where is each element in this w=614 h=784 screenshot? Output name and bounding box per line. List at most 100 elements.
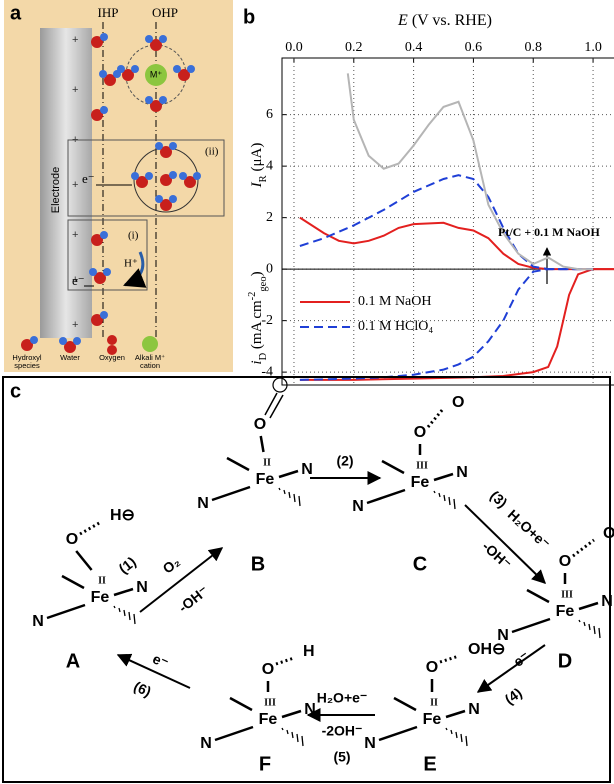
box-ii (67, 139, 225, 217)
step-number: (6) (131, 678, 153, 700)
nitrogen: N (456, 464, 468, 481)
bond (511, 617, 551, 634)
reagent: H₂O+e⁻ (317, 690, 368, 706)
cation-label: M⁺ (150, 69, 162, 79)
oxygen: O (254, 416, 266, 433)
step-number: (2) (336, 453, 353, 469)
hash-bond (450, 729, 453, 735)
bond (214, 725, 254, 742)
hash-bond (455, 731, 458, 739)
y-tick-label: 2 (266, 210, 273, 225)
hash-bond (291, 731, 294, 739)
hash-bond (598, 627, 601, 639)
oxidation-state: III (264, 697, 276, 708)
reaction-arrow (464, 504, 547, 584)
bond (378, 725, 418, 742)
plus: + (72, 319, 78, 331)
bond (113, 587, 134, 597)
y-tick-label: -4 (261, 364, 273, 379)
bond (61, 574, 85, 590)
molecule: Fe II N N O H⊖ (32, 507, 148, 630)
panel-a-background (4, 0, 233, 372)
hash-bond (133, 613, 136, 625)
bond (381, 459, 405, 475)
molecule: Fe II N N O (197, 377, 313, 512)
nitrogen: N (468, 701, 480, 718)
oxygen: O (414, 424, 426, 441)
oxidation-state: II (430, 697, 438, 708)
end-group: H⊖ (110, 507, 135, 524)
x-tick-label: 0.2 (345, 40, 363, 55)
oxidation-state: II (98, 575, 106, 586)
y-axis-title-part: D (258, 352, 269, 360)
nitrogen: N (364, 735, 376, 752)
x-tick-label: 0.8 (524, 40, 542, 55)
y-axis-title-part: I (249, 181, 265, 188)
y-axis-title-part: ) (249, 271, 265, 276)
oxygen: O (262, 661, 274, 678)
legend-label: Alkali M⁺ (135, 353, 165, 362)
panel-label: b (243, 6, 255, 28)
y-tick-label: 4 (266, 158, 273, 173)
plus: + (72, 34, 78, 46)
electron-label: e⁻ (72, 273, 85, 288)
y-axis-title-part: R (258, 175, 269, 182)
box-label: (i) (128, 230, 139, 242)
panel-label: c (10, 380, 21, 402)
hash-bond (433, 490, 436, 494)
hash-bond (438, 492, 441, 498)
metal: Fe (256, 471, 275, 488)
x-tick-label: 0.0 (285, 40, 303, 55)
hash-bond (301, 735, 304, 747)
hash-bond (465, 735, 468, 747)
x-tick-label: 0.4 (405, 40, 423, 55)
proton-label: H⁺ (124, 258, 138, 270)
ihp-label: IHP (98, 5, 119, 20)
reagent: H₂O+e⁻ (505, 506, 553, 552)
y-axis-title: iD (mA cm-2geo) (247, 271, 269, 364)
bond (269, 394, 284, 419)
oxidation-state: II (263, 457, 271, 468)
hash-bond (113, 605, 116, 609)
panel-c-frame (2, 376, 611, 783)
axes-frame (281, 57, 614, 386)
hydrogen-bond (275, 656, 295, 666)
legend-cation (142, 336, 158, 352)
plus: + (72, 84, 78, 96)
hydrogen-bond (439, 654, 460, 664)
species-label: E (423, 753, 436, 775)
cation (145, 64, 167, 86)
bond (75, 550, 93, 571)
legend-label: 0.1 M HClO₄ (358, 319, 433, 334)
plus: + (72, 229, 78, 241)
electron-label: e⁻ (82, 171, 95, 186)
atom-ring (272, 377, 288, 393)
hash-bond (453, 498, 456, 510)
oxidation-state: III (561, 589, 573, 600)
hash-bond (288, 491, 291, 499)
series-line (299, 268, 594, 381)
oxygen: O (426, 659, 438, 676)
hash-bond (128, 611, 131, 621)
x-tick-label: 0.6 (465, 40, 483, 55)
x-axis-title-part: E (397, 12, 408, 29)
end-group: OH (603, 525, 614, 542)
bond (278, 469, 299, 479)
byproduct: -2OH⁻ (322, 723, 363, 739)
legend-label: Hydroxyl (12, 353, 42, 362)
hash-bond (296, 733, 299, 743)
legend-label: Water (60, 353, 80, 362)
hash-bond (445, 727, 448, 731)
series-line (346, 73, 594, 271)
y-axis-title-part: (μA) (249, 143, 265, 176)
bond (259, 435, 265, 453)
nitrogen: N (136, 579, 148, 596)
species-label: D (558, 650, 572, 672)
series-line (299, 268, 614, 381)
byproduct: -OH⁻ (479, 538, 514, 572)
hash-bond (448, 496, 451, 506)
molecule: Fe III N N O O (352, 394, 468, 515)
byproduct: -OH⁻ (175, 582, 211, 615)
